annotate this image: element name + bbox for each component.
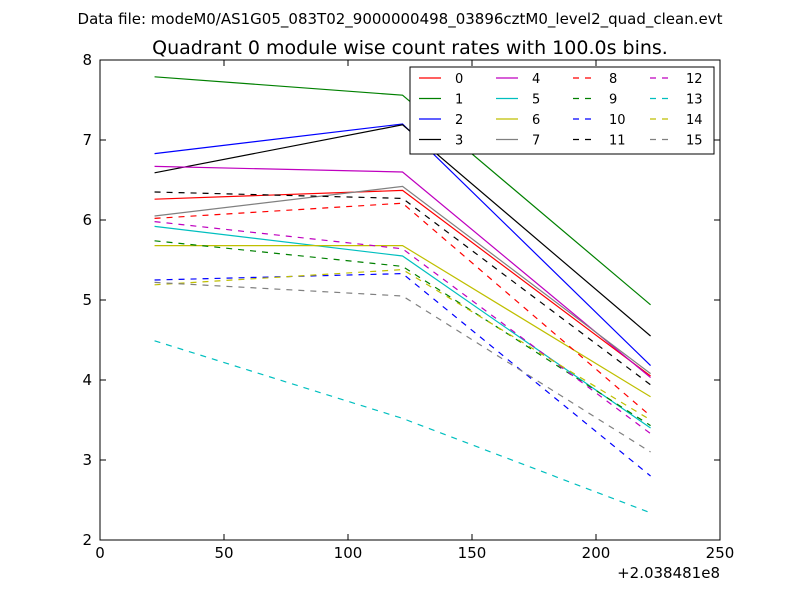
x-tick-label: 0 [95,544,105,562]
y-tick-label: 7 [82,131,92,149]
series-line-11 [154,191,651,386]
legend-label-0: 0 [455,72,463,87]
series-line-4 [154,165,651,379]
series-line-9 [154,240,651,427]
series-line-2 [154,123,651,367]
chart-title: Quadrant 0 module wise count rates with … [152,37,668,59]
legend-label-10: 10 [609,113,626,128]
series-line-6 [154,245,651,398]
series-line-0 [154,189,651,377]
legend-label-11: 11 [609,134,626,149]
series-line-7 [154,185,651,375]
legend-label-12: 12 [686,72,703,87]
legend-label-5: 5 [532,93,540,108]
legend-label-14: 14 [686,113,703,128]
x-tick-label: 250 [706,544,735,562]
series-line-14 [154,268,651,421]
series-line-5 [154,225,651,429]
series-line-15 [154,281,651,453]
x-tick-label: 100 [334,544,363,562]
legend-label-7: 7 [532,134,540,149]
series-line-13 [154,340,651,514]
legend-label-1: 1 [455,93,463,108]
data-file-label: Data file: modeM0/AS1G05_083T02_90000004… [78,10,723,29]
x-tick-label: 150 [458,544,487,562]
series-line-12 [154,221,651,435]
series-line-10 [154,272,651,477]
y-tick-label: 4 [82,371,92,389]
y-tick-label: 6 [82,211,92,229]
series-layer [154,76,651,514]
legend-label-15: 15 [686,134,703,149]
y-tick-label: 2 [82,531,92,549]
y-tick-label: 3 [82,451,92,469]
x-tick-label: 50 [214,544,233,562]
legend-label-3: 3 [455,134,463,149]
series-line-3 [154,124,651,337]
series-line-1 [154,76,651,306]
legend-label-2: 2 [455,113,463,128]
x-tick-label: 200 [582,544,611,562]
y-tick-label: 8 [82,51,92,69]
legend-label-13: 13 [686,93,703,108]
x-offset-label: +2.038481e8 [617,564,720,582]
legend-label-9: 9 [609,93,617,108]
y-tick-label: 5 [82,291,92,309]
legend-label-4: 4 [532,72,540,87]
legend-label-8: 8 [609,72,617,87]
legend-label-6: 6 [532,113,540,128]
